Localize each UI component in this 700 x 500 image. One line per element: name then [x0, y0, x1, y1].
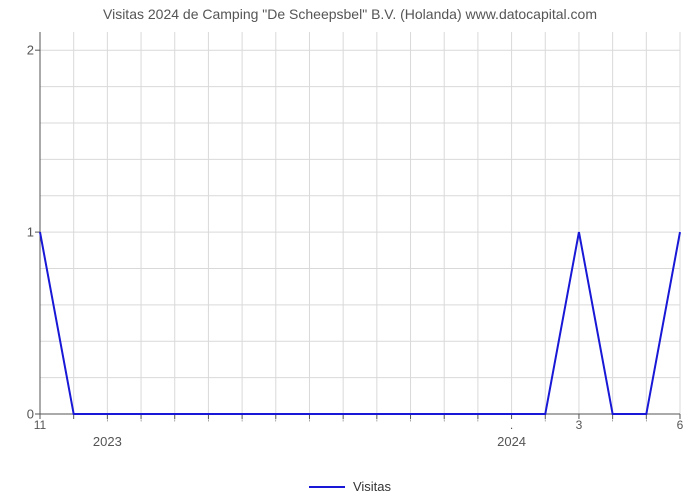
x-tick-minor: ' [477, 414, 479, 428]
y-tick-label: 1 [27, 225, 40, 240]
legend-line [309, 486, 345, 488]
x-tick-label: 3 [576, 414, 583, 432]
x-tick-minor: ' [376, 414, 378, 428]
x-tick-minor: ' [645, 414, 647, 428]
x-tick-minor: ' [241, 414, 243, 428]
x-tick-minor: ' [612, 414, 614, 428]
chart-svg [40, 32, 680, 414]
chart-title: Visitas 2024 de Camping "De Scheepsbel" … [0, 6, 700, 22]
x-tick-minor: ' [544, 414, 546, 428]
x-tick-minor: ' [342, 414, 344, 428]
x-tick-minor: ' [275, 414, 277, 428]
x-tick-minor: ' [140, 414, 142, 428]
legend: Visitas [0, 479, 700, 494]
x-tick-minor: ' [208, 414, 210, 428]
legend-label: Visitas [353, 479, 391, 494]
x-tick-minor: ' [309, 414, 311, 428]
x-year-label: 2024 [497, 414, 526, 449]
plot-area: 01211.36'''''''''''''''20232024 [40, 32, 680, 414]
x-tick-label: 6 [677, 414, 684, 432]
x-tick-minor: ' [410, 414, 412, 428]
x-tick-minor: ' [443, 414, 445, 428]
x-year-label: 2023 [93, 414, 122, 449]
x-tick-label: 11 [34, 414, 46, 432]
x-tick-minor: ' [174, 414, 176, 428]
y-tick-label: 2 [27, 43, 40, 58]
